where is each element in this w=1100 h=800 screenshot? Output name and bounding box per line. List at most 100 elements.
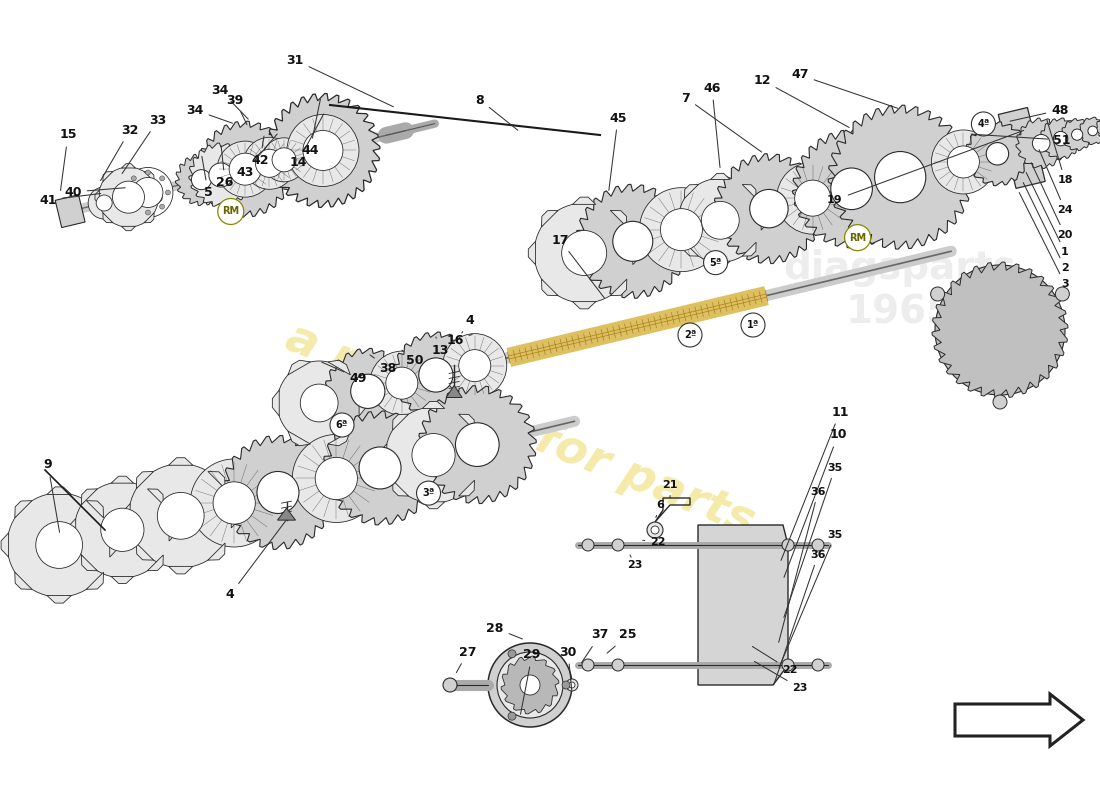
Polygon shape — [418, 386, 537, 503]
Polygon shape — [147, 555, 163, 570]
Polygon shape — [197, 121, 293, 217]
Polygon shape — [55, 194, 85, 227]
Circle shape — [459, 350, 491, 382]
Circle shape — [702, 202, 739, 239]
Polygon shape — [1062, 118, 1093, 150]
Circle shape — [302, 130, 343, 170]
Text: 22: 22 — [642, 537, 666, 547]
Circle shape — [75, 482, 170, 578]
Text: 18: 18 — [1047, 120, 1072, 185]
Circle shape — [370, 351, 433, 415]
Circle shape — [750, 190, 788, 228]
Circle shape — [209, 163, 233, 187]
Circle shape — [947, 146, 979, 178]
Polygon shape — [208, 471, 226, 489]
Text: 42: 42 — [251, 136, 268, 166]
Circle shape — [108, 180, 144, 216]
Circle shape — [794, 180, 830, 216]
Text: RM: RM — [849, 233, 866, 242]
Text: 24: 24 — [1040, 150, 1072, 215]
Circle shape — [950, 280, 1050, 380]
Circle shape — [36, 522, 82, 568]
Circle shape — [639, 188, 724, 272]
Polygon shape — [47, 595, 72, 603]
Text: 21: 21 — [662, 480, 678, 498]
Circle shape — [190, 459, 278, 547]
Polygon shape — [541, 279, 558, 296]
Circle shape — [213, 482, 255, 524]
Circle shape — [508, 650, 516, 658]
Circle shape — [411, 434, 455, 477]
Text: 28: 28 — [486, 622, 522, 639]
Polygon shape — [481, 444, 487, 466]
Polygon shape — [711, 261, 730, 267]
Text: 3: 3 — [1020, 193, 1069, 289]
Polygon shape — [144, 171, 154, 182]
Circle shape — [99, 167, 158, 227]
Circle shape — [931, 287, 945, 301]
Text: 25: 25 — [607, 629, 637, 653]
Circle shape — [129, 464, 233, 568]
Circle shape — [131, 176, 136, 181]
Circle shape — [566, 679, 578, 691]
Circle shape — [228, 151, 263, 187]
Polygon shape — [111, 577, 133, 583]
Circle shape — [316, 458, 358, 499]
Polygon shape — [572, 197, 596, 204]
Polygon shape — [103, 171, 113, 182]
Text: 1ª: 1ª — [747, 320, 759, 330]
Circle shape — [647, 522, 663, 538]
Circle shape — [1055, 287, 1069, 301]
Polygon shape — [393, 480, 408, 496]
Circle shape — [293, 434, 381, 522]
Circle shape — [101, 508, 144, 551]
Text: 12: 12 — [754, 74, 849, 127]
Text: 15: 15 — [59, 129, 77, 190]
Polygon shape — [1040, 118, 1081, 159]
Circle shape — [300, 384, 338, 422]
Circle shape — [612, 659, 624, 671]
Circle shape — [660, 209, 703, 250]
Polygon shape — [95, 190, 99, 204]
Circle shape — [874, 151, 926, 202]
Text: 34: 34 — [186, 103, 232, 123]
Polygon shape — [610, 279, 627, 296]
Text: 20: 20 — [1031, 162, 1072, 240]
Polygon shape — [932, 262, 1068, 398]
Polygon shape — [266, 94, 380, 207]
Polygon shape — [1, 533, 9, 557]
Circle shape — [287, 114, 359, 186]
Circle shape — [812, 539, 824, 551]
Polygon shape — [572, 302, 596, 309]
Circle shape — [443, 678, 456, 692]
Polygon shape — [288, 360, 310, 375]
Polygon shape — [459, 480, 474, 496]
Text: 51: 51 — [971, 134, 1070, 146]
Polygon shape — [610, 210, 627, 227]
Text: 23: 23 — [755, 662, 807, 693]
Text: 29: 29 — [520, 649, 541, 714]
Polygon shape — [277, 508, 296, 520]
Circle shape — [255, 150, 284, 178]
Text: 38: 38 — [370, 355, 397, 374]
Polygon shape — [103, 213, 113, 222]
Polygon shape — [379, 444, 387, 466]
Circle shape — [1088, 126, 1098, 136]
Circle shape — [651, 526, 659, 534]
Circle shape — [971, 112, 996, 136]
Polygon shape — [81, 555, 97, 570]
Text: 19: 19 — [827, 130, 1024, 205]
Text: 35: 35 — [784, 463, 843, 618]
Circle shape — [1054, 131, 1068, 146]
Text: 23: 23 — [627, 555, 642, 570]
Polygon shape — [121, 164, 135, 168]
Text: 50: 50 — [402, 350, 424, 366]
Circle shape — [229, 153, 261, 185]
Circle shape — [133, 178, 163, 207]
Polygon shape — [221, 435, 334, 550]
Circle shape — [455, 422, 499, 466]
Circle shape — [351, 374, 385, 409]
Text: 40: 40 — [64, 186, 125, 198]
Text: 45: 45 — [608, 111, 627, 190]
Text: 17: 17 — [551, 234, 605, 298]
